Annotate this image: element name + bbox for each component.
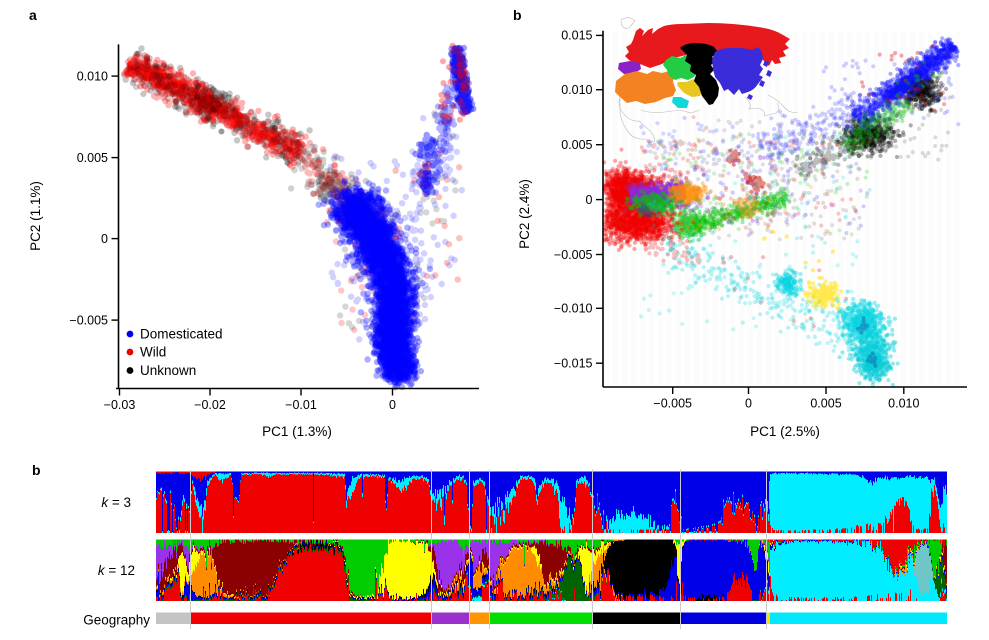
svg-text:Wild: Wild <box>140 345 166 360</box>
svg-text:Unknown: Unknown <box>140 363 196 378</box>
svg-text:0.005: 0.005 <box>561 138 592 152</box>
svg-text:−0.005: −0.005 <box>653 397 692 411</box>
svg-text:−0.010: −0.010 <box>554 302 593 316</box>
svg-text:a: a <box>29 7 37 23</box>
svg-text:−0.03: −0.03 <box>104 398 136 412</box>
svg-text:0: 0 <box>389 398 396 412</box>
svg-text:0.010: 0.010 <box>77 69 108 83</box>
svg-text:PC2 (2.4%): PC2 (2.4%) <box>517 179 532 249</box>
svg-text:−0.01: −0.01 <box>285 398 317 412</box>
svg-text:−0.02: −0.02 <box>194 398 226 412</box>
svg-text:PC2 (1.1%): PC2 (1.1%) <box>28 181 43 251</box>
svg-text:Geography: Geography <box>83 613 150 628</box>
svg-text:0.015: 0.015 <box>561 29 592 43</box>
svg-text:−0.015: −0.015 <box>554 357 593 371</box>
svg-text:0: 0 <box>586 193 593 207</box>
svg-text:0: 0 <box>745 397 752 411</box>
svg-text:Domesticated: Domesticated <box>140 327 223 342</box>
svg-text:b: b <box>32 462 41 478</box>
svg-text:0.010: 0.010 <box>561 83 592 97</box>
svg-text:−0.005: −0.005 <box>554 248 593 262</box>
svg-text:k = 3: k = 3 <box>101 495 131 510</box>
svg-text:0.005: 0.005 <box>77 151 108 165</box>
svg-text:PC1 (1.3%): PC1 (1.3%) <box>262 424 332 439</box>
svg-text:0: 0 <box>101 232 108 246</box>
svg-text:k = 12: k = 12 <box>98 563 135 578</box>
svg-text:0.010: 0.010 <box>888 397 919 411</box>
svg-text:PC1 (2.5%): PC1 (2.5%) <box>750 424 820 439</box>
svg-text:b: b <box>513 7 522 23</box>
svg-text:−0.005: −0.005 <box>69 313 108 327</box>
svg-text:0.005: 0.005 <box>810 397 841 411</box>
